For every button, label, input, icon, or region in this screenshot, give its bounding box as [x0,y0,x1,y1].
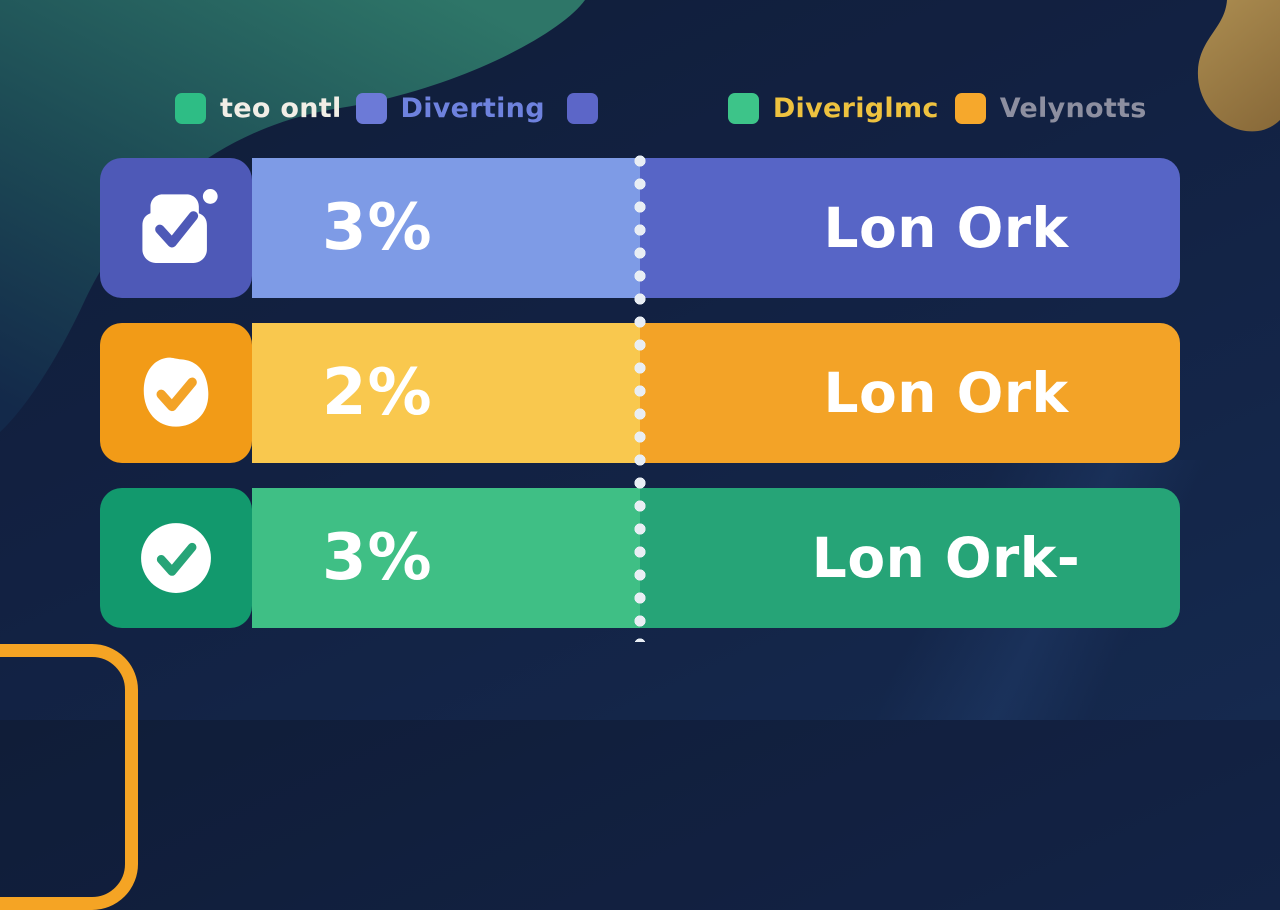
icon-badge [100,488,252,628]
legend-swatch-green-2 [727,93,759,124]
bar-chart: 3% Lon Ork 2% Lon Ork 3% Lon Ork- [100,158,1180,653]
legend-swatch-purple [355,93,387,124]
inbox-check-icon [142,189,218,263]
bar-label: Lon Ork- [640,488,1180,628]
label-text: Lon Ork [823,196,1069,260]
icon-badge [100,323,252,463]
legend-swatch-green [175,93,206,124]
bar-row-orange: 2% Lon Ork [100,323,1180,463]
orange-frame-decoration [0,644,138,910]
legend-item: Diverting [342,93,545,124]
value-text: 2% [322,356,433,430]
legend-label: Diverting [400,93,545,124]
badge-check-icon [143,357,209,427]
bar-value: 3% [252,158,640,298]
label-text: Lon Ork [823,361,1069,425]
legend-label: Velynotts [999,93,1147,124]
dotted-divider [633,150,647,642]
legend-swatch-purple-2 [566,93,598,124]
legend-item: Velynotts [939,93,1147,124]
bar-label: Lon Ork [640,323,1180,463]
icon-badge [100,158,252,298]
legend-swatch-orange [954,93,986,124]
value-text: 3% [322,191,433,265]
bar-value: 2% [252,323,640,463]
legend: teo ontl Diverting Diveriglmc Velynotts [175,93,1147,124]
legend-label: teo ontl [220,93,342,124]
circle-check-icon [141,523,211,593]
value-text: 3% [322,521,433,595]
bar-value: 3% [252,488,640,628]
bar-row-blue: 3% Lon Ork [100,158,1180,298]
tan-corner-blob [1197,0,1280,132]
legend-label: Diveriglmc [772,93,939,124]
label-text: Lon Ork- [811,526,1081,590]
bar-label: Lon Ork [640,158,1180,298]
bar-row-green: 3% Lon Ork- [100,488,1180,628]
legend-item: teo ontl [175,93,342,124]
legend-item: Diveriglmc [598,93,939,124]
